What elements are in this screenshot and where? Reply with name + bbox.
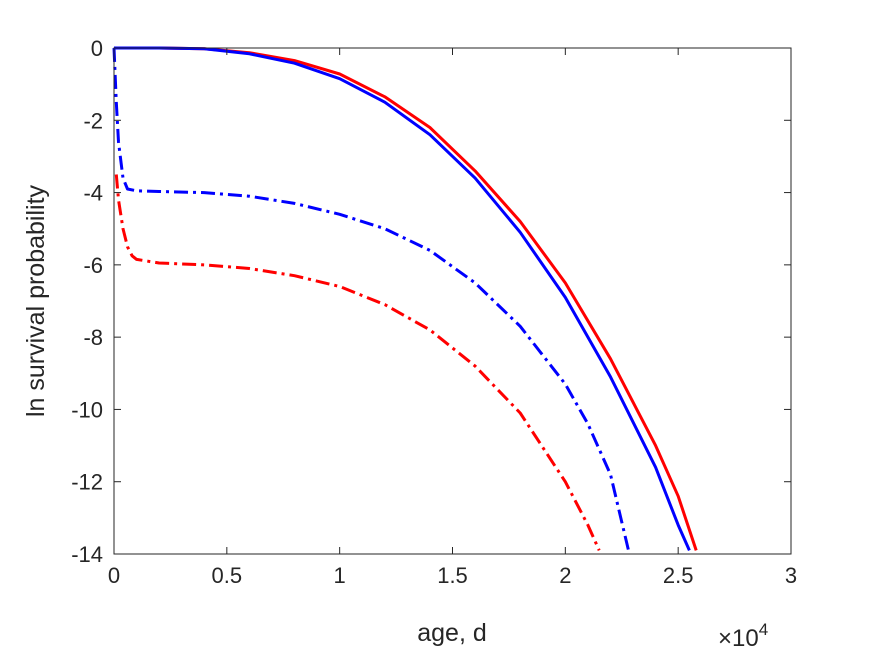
y-tick-label: -4 (83, 181, 103, 206)
x-tick-label: 3 (785, 563, 797, 588)
x-axis-label: age, d (417, 619, 487, 647)
y-axis-label: ln survival probability (22, 184, 50, 417)
y-tick-label: -12 (71, 470, 103, 495)
y-tick-label: 0 (91, 36, 103, 61)
y-tick-label: -2 (83, 108, 103, 133)
y-tick-label: -10 (71, 397, 103, 422)
x-axis-multiplier-base: ×10 (718, 625, 759, 652)
y-tick-label: -14 (71, 542, 103, 567)
y-tick-label: -8 (83, 325, 103, 350)
x-axis-multiplier-exponent: 4 (759, 620, 768, 639)
plot-area (114, 48, 791, 554)
x-tick-label: 0 (108, 563, 120, 588)
ticks-layer: 0 0.5 1 1.5 2 2.5 3 0 -2 -4 -6 -8 -10 -12 -14 (71, 36, 797, 588)
x-tick-label: 2.5 (663, 563, 694, 588)
x-tick-label: 0.5 (212, 563, 243, 588)
series-layer (112, 46, 698, 552)
series-line-3 (112, 47, 630, 551)
series-line-2 (114, 46, 691, 552)
x-axis-multiplier: ×104 (718, 620, 768, 652)
x-tick-label: 2 (559, 563, 571, 588)
x-tick-label: 1.5 (437, 563, 468, 588)
x-tick-label: 1 (334, 563, 346, 588)
y-tick-label: -6 (83, 253, 103, 278)
series-line-4 (114, 174, 601, 552)
